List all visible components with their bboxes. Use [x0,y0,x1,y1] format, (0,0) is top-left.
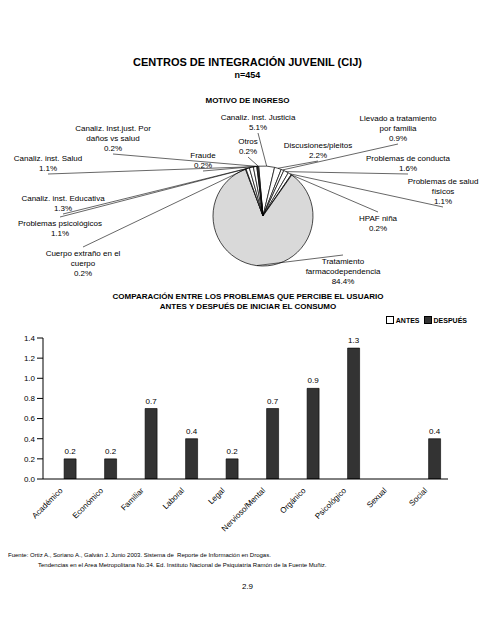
svg-text:Problemas de conducta1.6%: Problemas de conducta1.6% [366,154,451,173]
svg-text:Académico: Académico [30,486,65,521]
svg-text:Sexual: Sexual [365,486,389,510]
svg-text:Legal: Legal [206,486,226,506]
svg-text:Económico: Económico [71,486,106,521]
svg-text:Laboral: Laboral [161,486,186,511]
svg-text:0.7: 0.7 [267,397,279,406]
html-text:DESPUÉS: DESPUÉS [433,316,467,324]
svg-text:0.0: 0.0 [24,475,36,484]
svg-text:0.2: 0.2 [105,447,117,456]
svg-text:Canaliz. Inst.just. Pordaños v: Canaliz. Inst.just. Pordaños vs salud0.2… [75,124,151,153]
svg-text:1.0: 1.0 [24,374,36,383]
svg-text:Social: Social [407,486,429,508]
svg-text:Familiar: Familiar [119,486,146,513]
svg-text:0.8: 0.8 [24,394,36,403]
svg-text:0.2: 0.2 [227,447,239,456]
svg-text:Tratamientofarmacodependencia8: Tratamientofarmacodependencia84.4% [306,257,381,286]
html-text:2.9: 2.9 [241,582,254,591]
svg-text:Llevado a tratamientopor famil: Llevado a tratamientopor familia0.9% [360,114,437,143]
svg-text:Psicológico: Psicológico [313,486,348,521]
svg-text:0.2: 0.2 [24,455,36,464]
svg-text:Nervioso/Mental: Nervioso/Mental [220,486,267,533]
svg-text:0.4: 0.4 [24,435,36,444]
svg-text:Cuerpo extraño en elcuerpo0.2%: Cuerpo extraño en elcuerpo0.2% [46,249,121,278]
html-text:Tendencias en el Area Metropol: Tendencias en el Area Metropolitana No.3… [38,562,327,568]
svg-text:0.6: 0.6 [24,414,36,423]
svg-text:Canaliz. inst. Justicia5.1%: Canaliz. inst. Justicia5.1% [221,113,296,132]
svg-text:1.4: 1.4 [24,334,36,343]
html-text:n=454: n=454 [234,70,261,80]
svg-text:Otros0.2%: Otros0.2% [238,137,258,156]
svg-text:Fraude0.2%: Fraude0.2% [190,151,216,170]
html-text:MOTIVO DE INGRESO: MOTIVO DE INGRESO [205,96,290,105]
svg-text:0.7: 0.7 [146,397,158,406]
svg-text:Discusiones/pleitos2.2%: Discusiones/pleitos2.2% [284,141,352,160]
svg-text:Orgánico: Orgánico [278,486,308,516]
html-text:CENTROS DE INTEGRACIÓN JUVENIL: CENTROS DE INTEGRACIÓN JUVENIL (CIJ) [133,56,362,68]
svg-text:Problemas de saludfísicos1.1%: Problemas de saludfísicos1.1% [408,177,479,206]
html-text:Fuente: Ortiz A., Soriano A.,: Fuente: Ortiz A., Soriano A., Galván J. … [8,552,271,558]
svg-text:1.3: 1.3 [348,336,360,345]
svg-text:0.4: 0.4 [186,427,198,436]
svg-text:0.4: 0.4 [429,427,441,436]
svg-text:Canaliz. inst. Educativa1.3%: Canaliz. inst. Educativa1.3% [21,194,105,213]
html-text:COMPARACIÓN ENTRE LOS PROBLEMA: COMPARACIÓN ENTRE LOS PROBLEMAS QUE PERC… [112,292,384,311]
svg-text:1.2: 1.2 [24,354,36,363]
svg-text:0.2: 0.2 [65,447,77,456]
svg-text:Problemas psicológicos1.1%: Problemas psicológicos1.1% [18,219,102,238]
html-text:ANTES: ANTES [395,316,420,324]
svg-text:Canaliz. inst. Salud1.1%: Canaliz. inst. Salud1.1% [14,154,82,173]
svg-text:0.9: 0.9 [308,376,320,385]
svg-text:HPAF niña0.2%: HPAF niña0.2% [359,214,398,233]
